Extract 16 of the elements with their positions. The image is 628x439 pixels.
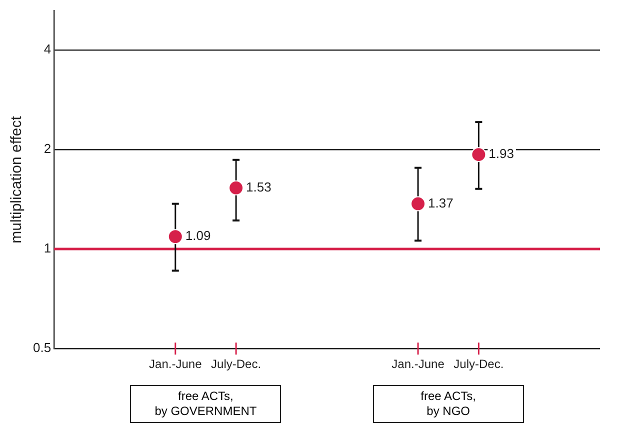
y-axis-title: multiplication effect bbox=[8, 115, 26, 244]
y-tick-label: 1 bbox=[44, 240, 52, 256]
point bbox=[471, 147, 486, 162]
text: free ACTs, by GOVERNMENT bbox=[130, 384, 282, 423]
data-label: 1.37 bbox=[428, 195, 454, 210]
x-tick-label: July-Dec. bbox=[211, 357, 262, 372]
x-tick-label: Jan.-June bbox=[392, 357, 445, 372]
y-tick-label: 2 bbox=[44, 141, 52, 156]
x-tick-label: July-Dec. bbox=[454, 357, 504, 372]
data-label: 1.53 bbox=[246, 180, 272, 195]
data-label: 1.93 bbox=[488, 146, 514, 162]
x-tick-label: Jan.-June bbox=[149, 357, 202, 372]
y-tick-label: 0.5 bbox=[32, 340, 52, 356]
data-label: 1.09 bbox=[185, 228, 211, 244]
y-tick-label: 4 bbox=[44, 41, 52, 56]
text: free ACTs, by NGO bbox=[373, 384, 524, 423]
